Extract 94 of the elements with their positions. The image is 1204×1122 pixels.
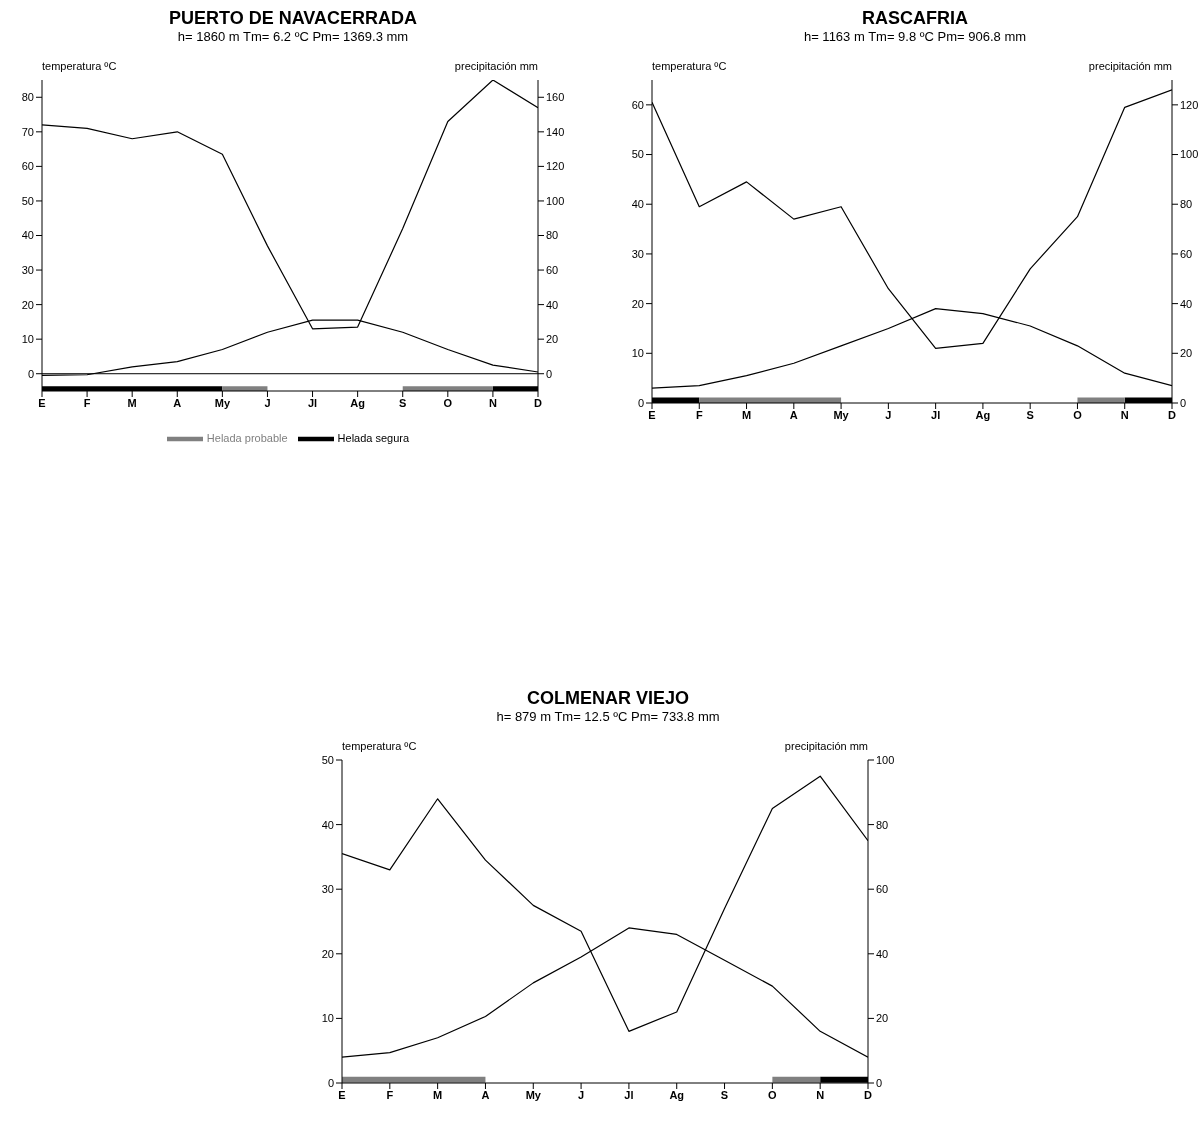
x-tick-label: S <box>399 396 407 409</box>
y-tick-label: 30 <box>321 883 334 896</box>
y2-tick-label: 80 <box>876 818 889 831</box>
y-tick-label: 80 <box>21 91 34 104</box>
y-tick-label: 60 <box>631 98 644 111</box>
x-tick-label: N <box>816 1088 825 1101</box>
x-tick-label: J <box>578 1088 585 1101</box>
y2-tick-label: 20 <box>1180 347 1193 360</box>
y2-tick-label: 20 <box>876 1012 889 1025</box>
legend-label: Helada segura <box>337 431 410 444</box>
x-tick-label: E <box>338 1088 346 1101</box>
y-axis-title: temperatura ºC <box>652 60 727 72</box>
chart-subtitle: h= 1860 m Tm= 6.2 ºC Pm= 1369.3 mm <box>176 29 410 44</box>
y-tick-label: 10 <box>321 1012 334 1025</box>
x-tick-label: A <box>789 408 798 421</box>
x-tick-label: J <box>264 396 271 409</box>
y-tick-label: 50 <box>21 194 34 207</box>
x-tick-label: My <box>525 1088 542 1101</box>
x-tick-label: My <box>833 408 850 421</box>
y-tick-label: 0 <box>327 1076 334 1089</box>
y-axis-title: temperatura ºC <box>42 60 117 72</box>
x-tick-label: O <box>443 396 453 409</box>
y-tick-label: 20 <box>321 947 334 960</box>
y2-tick-label: 60 <box>1180 247 1193 260</box>
y2-tick-label: 120 <box>546 160 565 173</box>
y2-axis-title: precipitación mm <box>784 740 868 752</box>
y-tick-label: 70 <box>21 125 34 138</box>
y2-tick-label: 0 <box>546 367 553 380</box>
y-tick-label: 60 <box>21 160 34 173</box>
chart-subtitle: h= 1163 m Tm= 9.8 ºC Pm= 906.8 mm <box>802 29 1028 44</box>
y-tick-label: 20 <box>21 298 34 311</box>
y-tick-label: 50 <box>631 148 644 161</box>
y-tick-label: 0 <box>27 367 34 380</box>
x-tick-label: D <box>864 1088 873 1101</box>
chart-subtitle: h= 879 m Tm= 12.5 ºC Pm= 733.8 mm <box>495 709 721 724</box>
y2-axis-title: precipitación mm <box>454 60 538 72</box>
y-tick-label: 40 <box>631 198 644 211</box>
x-tick-label: M <box>433 1088 443 1101</box>
y-tick-label: 30 <box>631 247 644 260</box>
y-tick-label: 10 <box>631 347 644 360</box>
x-tick-label: Jl <box>624 1088 634 1101</box>
y-tick-label: 40 <box>321 818 334 831</box>
x-tick-label: A <box>173 396 182 409</box>
x-tick-label: Jl <box>307 396 318 409</box>
y2-tick-label: 40 <box>876 947 889 960</box>
x-tick-label: O <box>1073 408 1083 421</box>
y2-tick-label: 120 <box>1180 98 1199 111</box>
y2-tick-label: 60 <box>876 883 889 896</box>
x-tick-label: M <box>127 396 137 409</box>
x-tick-label: Ag <box>975 408 991 421</box>
y2-tick-label: 60 <box>546 263 559 276</box>
chart-title: RASCAFRIA <box>861 8 969 29</box>
x-tick-label: S <box>720 1088 729 1101</box>
x-tick-label: N <box>1120 408 1129 421</box>
y2-tick-label: 160 <box>546 91 565 104</box>
y2-tick-label: 0 <box>876 1076 883 1089</box>
y-tick-label: 10 <box>21 333 34 346</box>
y2-tick-label: 20 <box>546 333 559 346</box>
y-tick-label: 0 <box>637 396 644 409</box>
x-tick-label: O <box>768 1088 778 1101</box>
y-tick-label: 30 <box>21 263 34 276</box>
x-tick-label: S <box>1026 408 1034 421</box>
y2-tick-label: 0 <box>1180 396 1187 409</box>
x-tick-label: E <box>648 408 656 421</box>
x-tick-label: My <box>214 396 231 409</box>
chart-title: COLMENAR VIEJO <box>526 688 690 709</box>
x-tick-label: D <box>1168 408 1177 421</box>
y-tick-label: 40 <box>21 229 34 242</box>
y2-tick-label: 80 <box>546 229 559 242</box>
x-tick-label: M <box>741 408 752 421</box>
y2-tick-label: 100 <box>1180 148 1199 161</box>
x-tick-label: F <box>83 396 91 409</box>
x-tick-label: E <box>38 396 46 409</box>
y2-axis-title: precipitación mm <box>1088 60 1172 72</box>
x-tick-label: J <box>885 408 892 421</box>
y2-tick-label: 100 <box>876 753 895 766</box>
x-tick-label: Ag <box>669 1088 685 1101</box>
y-tick-label: 50 <box>321 753 334 766</box>
x-tick-label: N <box>488 396 497 409</box>
y-tick-label: 20 <box>631 297 644 310</box>
x-tick-label: D <box>534 396 543 409</box>
x-tick-label: F <box>695 408 703 421</box>
chart-title: PUERTO DE NAVACERRADA <box>168 8 418 29</box>
y2-tick-label: 40 <box>546 298 559 311</box>
x-tick-label: A <box>481 1088 490 1101</box>
y2-tick-label: 80 <box>1180 198 1193 211</box>
y2-tick-label: 140 <box>546 125 565 138</box>
x-tick-label: F <box>386 1088 394 1101</box>
y-axis-title: temperatura ºC <box>342 740 417 752</box>
legend-label: Helada probable <box>206 431 288 444</box>
x-tick-label: Jl <box>931 408 941 421</box>
x-tick-label: Ag <box>350 396 365 409</box>
y2-tick-label: 40 <box>1180 297 1193 310</box>
y2-tick-label: 100 <box>546 194 565 207</box>
